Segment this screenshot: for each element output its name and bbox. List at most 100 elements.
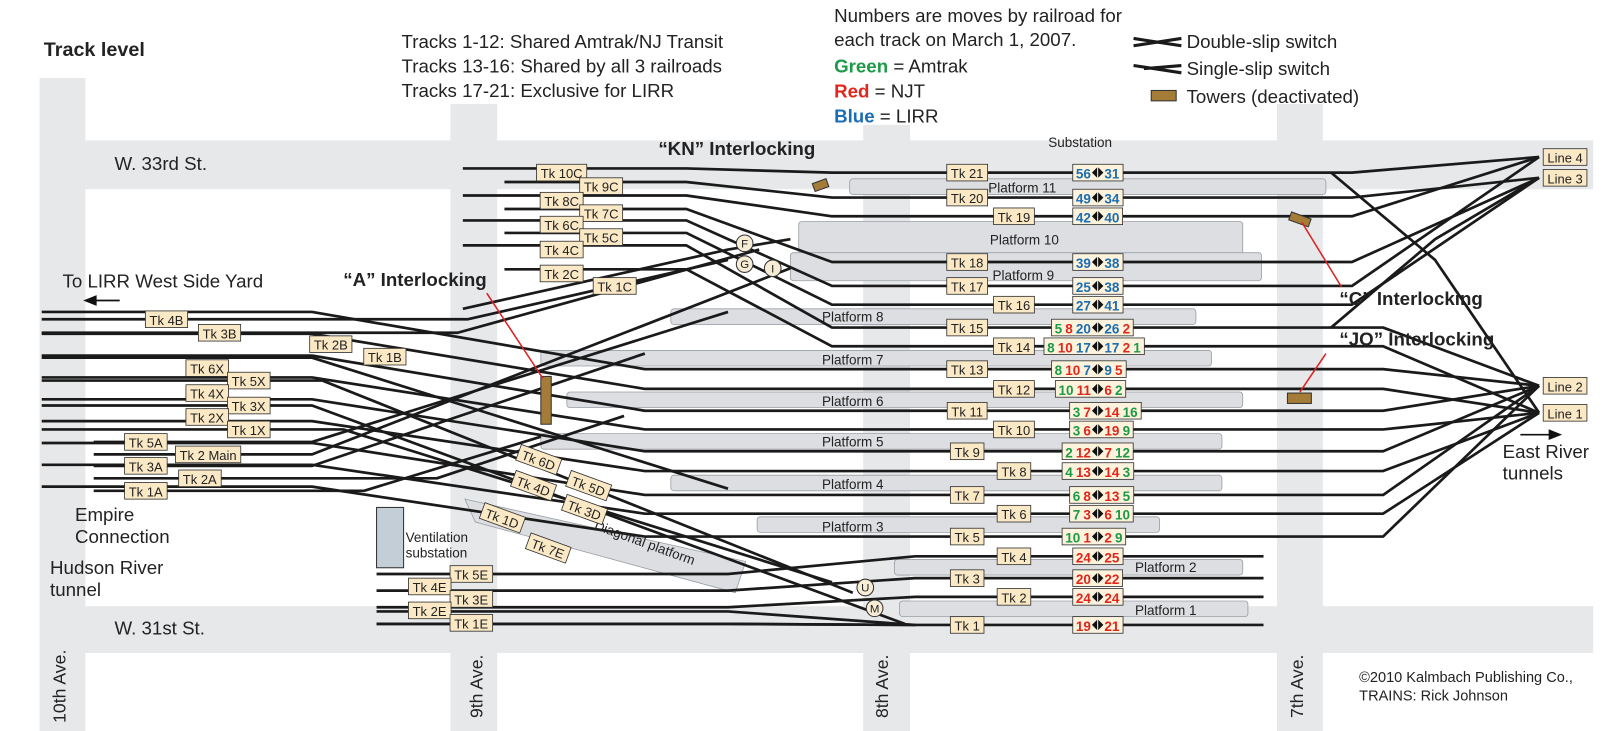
move-count: 25 — [1076, 279, 1092, 294]
track-tag: Tk 6C — [539, 215, 584, 234]
move-count: 24 — [1076, 550, 1092, 565]
track-tag-label: Tk 3X — [232, 399, 266, 414]
move-count: 26 — [1104, 321, 1120, 336]
move-counts: 24 24 — [1072, 588, 1124, 606]
track-tag: Tk 3B — [198, 324, 242, 342]
track-tag: Tk 1B — [363, 347, 407, 366]
track-tag-label: Tk 1A — [129, 484, 163, 499]
track-tag-box — [560, 493, 609, 526]
track-tag-box — [227, 420, 271, 439]
direction-arrows — [1091, 424, 1104, 435]
track-tag-label: Tk 11 — [951, 404, 983, 419]
track-tag-box — [124, 457, 168, 475]
avenue-label: 8th Ave. — [872, 655, 892, 718]
moves-from: 8 10 17 — [1047, 340, 1091, 355]
direction-arrows — [1091, 211, 1104, 222]
track-tag-label: Tk 7C — [584, 207, 619, 222]
junction-label: F — [741, 238, 748, 250]
avenue-label: 7th Ave. — [1287, 655, 1307, 719]
track-tag-box — [227, 371, 271, 390]
track-tag-label: Tk 2C — [544, 267, 579, 282]
track-tag: Tk 2C — [539, 264, 584, 283]
move-count: 41 — [1104, 298, 1120, 313]
track-tag-label: Tk 2 — [1001, 590, 1026, 605]
track-tag-box — [524, 532, 572, 564]
direction-arrows — [1091, 591, 1104, 603]
track-tag-box — [993, 337, 1035, 355]
title: Track level — [44, 39, 145, 61]
key-color: Blue — [834, 105, 875, 126]
direction-arrows — [1091, 465, 1104, 477]
track — [504, 176, 1540, 199]
move-count: 8 — [1047, 340, 1055, 355]
track-tag-label: Tk 9 — [955, 445, 980, 460]
track-tag-box — [539, 215, 584, 234]
track-tag-box — [185, 384, 229, 402]
track-tag: Tk 15 — [946, 318, 988, 337]
moves-to: 24 — [1104, 590, 1120, 605]
move-count: 3 — [1073, 423, 1081, 438]
move-counts: 24 25 — [1072, 547, 1124, 566]
track-tag-label: Tk 16 — [998, 298, 1030, 313]
track — [41, 428, 833, 584]
place-label: East River — [1503, 441, 1589, 462]
street-band — [85, 606, 1594, 654]
track-tag-box — [949, 616, 985, 634]
track-tag-box — [996, 462, 1032, 480]
leader-line — [1301, 222, 1343, 288]
track-tag: Tk 4X — [185, 384, 229, 402]
track-tag-label: Tk 2B — [314, 338, 348, 353]
move-count: 38 — [1104, 279, 1120, 294]
track-tag-box — [993, 207, 1035, 226]
track — [1330, 171, 1541, 414]
single-slip-icon — [1133, 63, 1182, 75]
track-tag-label: Tk 3E — [454, 592, 488, 607]
track-tag-box — [515, 443, 563, 476]
track-tag-label: Tk 5 — [955, 530, 980, 545]
platform-label: Platform 5 — [822, 434, 884, 449]
track-tag-box — [178, 469, 222, 488]
track-tag: Tk 5C — [579, 228, 624, 246]
interlocking-label: “A” Interlocking — [343, 269, 486, 290]
move-count: 27 — [1076, 298, 1091, 313]
move-count: 8 — [1065, 321, 1073, 336]
move-count: 8 — [1083, 488, 1091, 503]
track-tag: Tk 3 — [949, 569, 985, 587]
platform-label: Platform 6 — [822, 394, 884, 409]
track-tag-box — [946, 360, 988, 378]
move-counts: 10 11 6 2 — [1054, 380, 1127, 398]
platform-label: Platform 3 — [822, 520, 884, 535]
moves-to: 34 — [1104, 191, 1120, 206]
move-count: 25 — [1104, 550, 1120, 565]
track-tag-label: Tk 10C — [541, 166, 583, 181]
interlocking-label: “JO” Interlocking — [1339, 328, 1494, 349]
direction-arrows — [1091, 405, 1104, 416]
track-tag-box — [198, 324, 242, 342]
track-tag: Tk 8 — [996, 462, 1032, 480]
track-tag: Tk 16 — [993, 295, 1035, 314]
move-box — [1072, 207, 1123, 226]
track-tag-box — [946, 188, 988, 207]
track-tag-box — [993, 420, 1035, 439]
note: Tracks 13-16: Shared by all 3 railroads — [402, 56, 723, 77]
move-count: 12 — [1115, 445, 1130, 460]
track-tag-box — [144, 310, 189, 328]
street-label: W. 31st St. — [115, 618, 205, 639]
move-count: 10 — [1058, 382, 1073, 397]
move-count: 6 — [1073, 488, 1081, 503]
track-tag-box — [1542, 404, 1588, 422]
platform — [670, 474, 1223, 492]
junction-label: G — [740, 259, 749, 271]
move-count: 10 — [1065, 530, 1080, 545]
moves-from: 25 — [1076, 279, 1092, 294]
track-tag-box — [949, 527, 985, 546]
move-counts: 42 40 — [1072, 207, 1123, 226]
move-count: 16 — [1123, 404, 1139, 419]
platform-label: Platform 9 — [993, 268, 1055, 283]
ventilation-substation — [376, 506, 405, 569]
track-tag: Tk 2X — [185, 408, 229, 426]
track-tag-box — [949, 442, 985, 461]
track-tag: Tk 19 — [993, 207, 1035, 226]
